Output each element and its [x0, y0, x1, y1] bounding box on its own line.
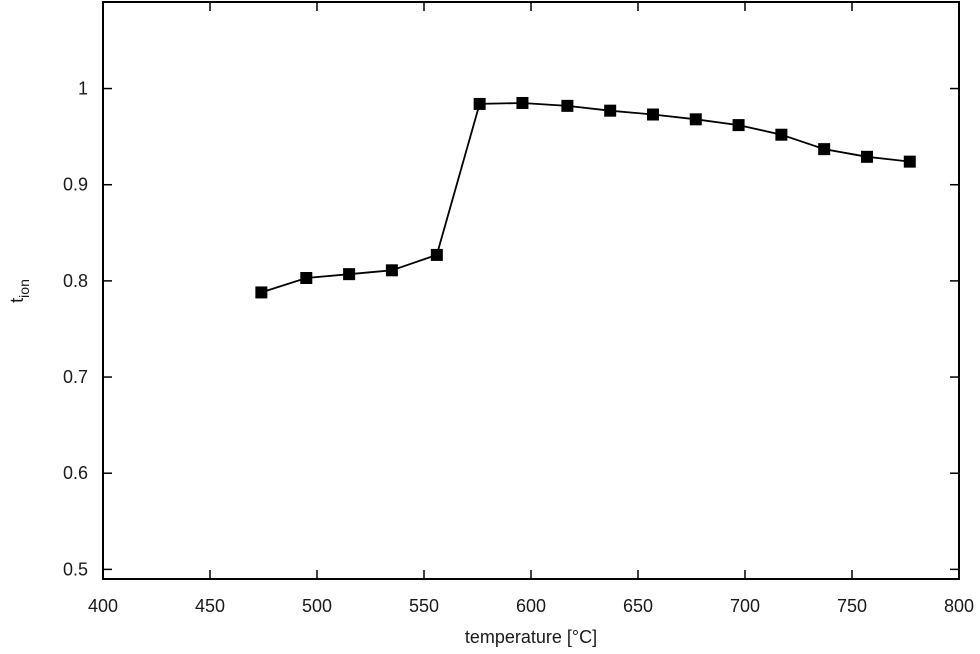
x-tick-label: 750 [837, 596, 867, 616]
data-point [473, 97, 486, 110]
y-tick-label: 0.7 [63, 367, 88, 387]
y-axis-label-subscript: ion [16, 279, 32, 298]
x-tick-label: 500 [302, 596, 332, 616]
series-layer [255, 96, 916, 299]
data-point [255, 286, 268, 299]
x-axis-label: temperature [°C] [465, 627, 597, 647]
y-tick-label: 1 [78, 79, 88, 99]
x-tick-label: 700 [730, 596, 760, 616]
plot-frame [102, 1, 960, 580]
x-tick-label: 450 [195, 596, 225, 616]
data-point [561, 99, 574, 112]
data-point [646, 108, 659, 121]
y-axis-label-base: t [7, 298, 27, 303]
series-line [261, 102, 910, 294]
y-tick-label: 0.6 [63, 463, 88, 483]
data-point [516, 96, 529, 109]
y-tick-label: 0.9 [63, 175, 88, 195]
data-point [300, 271, 313, 284]
y-axis-label: tion [7, 279, 32, 303]
data-point [818, 143, 831, 156]
x-axis-ticks: 400 450 500 550 600 650 700 750 800 [88, 2, 974, 616]
data-point [903, 155, 916, 168]
data-point [343, 268, 356, 281]
y-tick-label: 0.5 [63, 559, 88, 579]
data-point [430, 248, 443, 261]
data-point [860, 150, 873, 163]
data-point [775, 128, 788, 141]
x-tick-label: 800 [944, 596, 974, 616]
x-tick-label: 600 [516, 596, 546, 616]
data-point [732, 119, 745, 132]
x-tick-label: 400 [88, 596, 118, 616]
y-axis-ticks: 0.5 0.6 0.7 0.8 0.9 1 [63, 79, 959, 579]
data-point [385, 264, 398, 277]
x-tick-label: 550 [409, 596, 439, 616]
y-tick-label: 0.8 [63, 271, 88, 291]
data-point [689, 113, 702, 126]
data-point [604, 104, 617, 117]
x-tick-label: 650 [623, 596, 653, 616]
